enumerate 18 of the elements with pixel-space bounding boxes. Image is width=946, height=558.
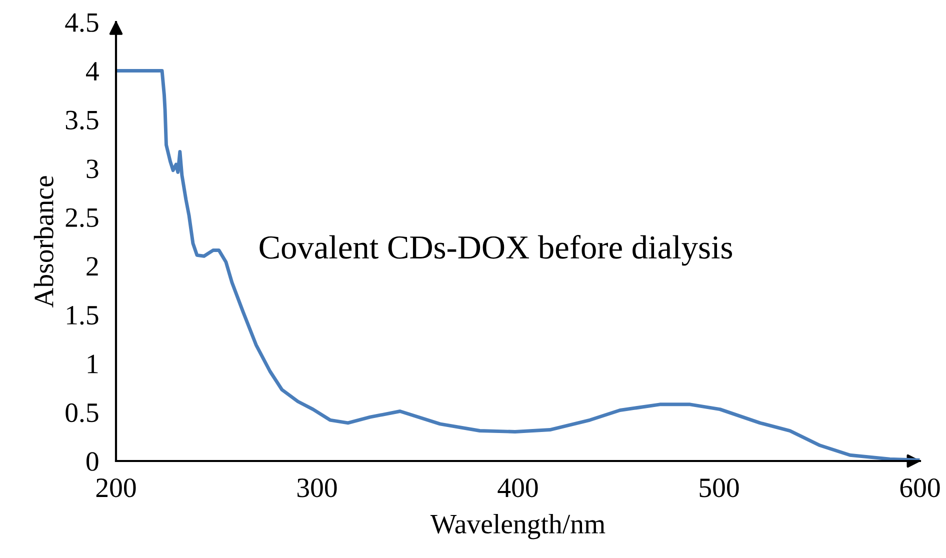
x-tick-label: 600: [900, 478, 940, 498]
y-tick-label: 1: [88, 354, 98, 374]
x-tick-label: 500: [700, 478, 739, 498]
x-tick-label: 300: [297, 478, 337, 498]
y-tick-label: 4.5: [65, 13, 98, 32]
annotation: Covalent CDs-DOX before dialysis: [260, 234, 732, 266]
y-tick-label: 2: [86, 257, 98, 276]
y-tick-label: 1.5: [67, 306, 98, 325]
y-tick-label: 0.5: [66, 403, 98, 422]
y-tick-label: 3.5: [66, 110, 98, 130]
x-tick-label: 400: [498, 478, 538, 498]
x-tick-label: 200: [96, 478, 136, 498]
x-axis-title: Wavelength/nm: [430, 514, 606, 540]
y-tick-label: 2.5: [66, 208, 98, 228]
y-tick-label: 4: [86, 62, 99, 80]
y-tick-label: 3: [86, 160, 98, 178]
y-axis-title: Absorbance: [34, 176, 54, 308]
y-tick-label: 0: [86, 452, 98, 471]
